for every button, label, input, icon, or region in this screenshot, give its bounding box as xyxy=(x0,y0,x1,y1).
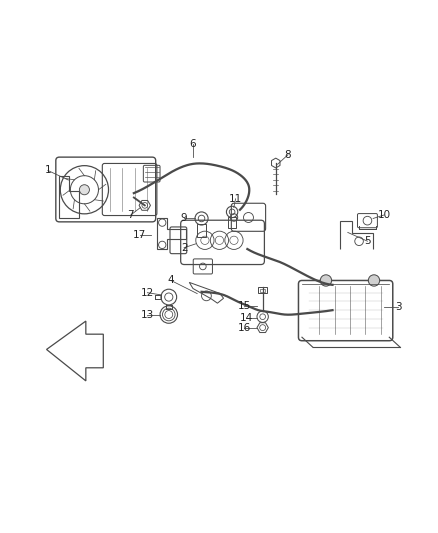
Text: 4: 4 xyxy=(168,276,174,286)
Text: 16: 16 xyxy=(238,324,251,334)
Text: 2: 2 xyxy=(181,243,187,253)
Bar xyxy=(228,217,236,228)
Text: 7: 7 xyxy=(127,210,134,220)
Text: 9: 9 xyxy=(181,214,187,223)
Text: 11: 11 xyxy=(229,194,242,204)
Text: 12: 12 xyxy=(141,288,154,298)
Text: 8: 8 xyxy=(285,150,291,160)
Circle shape xyxy=(368,275,380,286)
Text: 14: 14 xyxy=(240,313,253,323)
Text: 10: 10 xyxy=(378,210,391,220)
Text: 1: 1 xyxy=(45,165,51,175)
Text: 15: 15 xyxy=(238,301,251,311)
Bar xyxy=(260,288,265,292)
Text: 17: 17 xyxy=(133,230,146,240)
Text: 13: 13 xyxy=(141,310,154,319)
Text: 3: 3 xyxy=(395,302,401,312)
Bar xyxy=(258,287,267,293)
Circle shape xyxy=(79,185,89,195)
Text: 6: 6 xyxy=(190,139,196,149)
Bar xyxy=(197,224,206,237)
Circle shape xyxy=(320,275,332,286)
Text: 5: 5 xyxy=(364,236,371,246)
